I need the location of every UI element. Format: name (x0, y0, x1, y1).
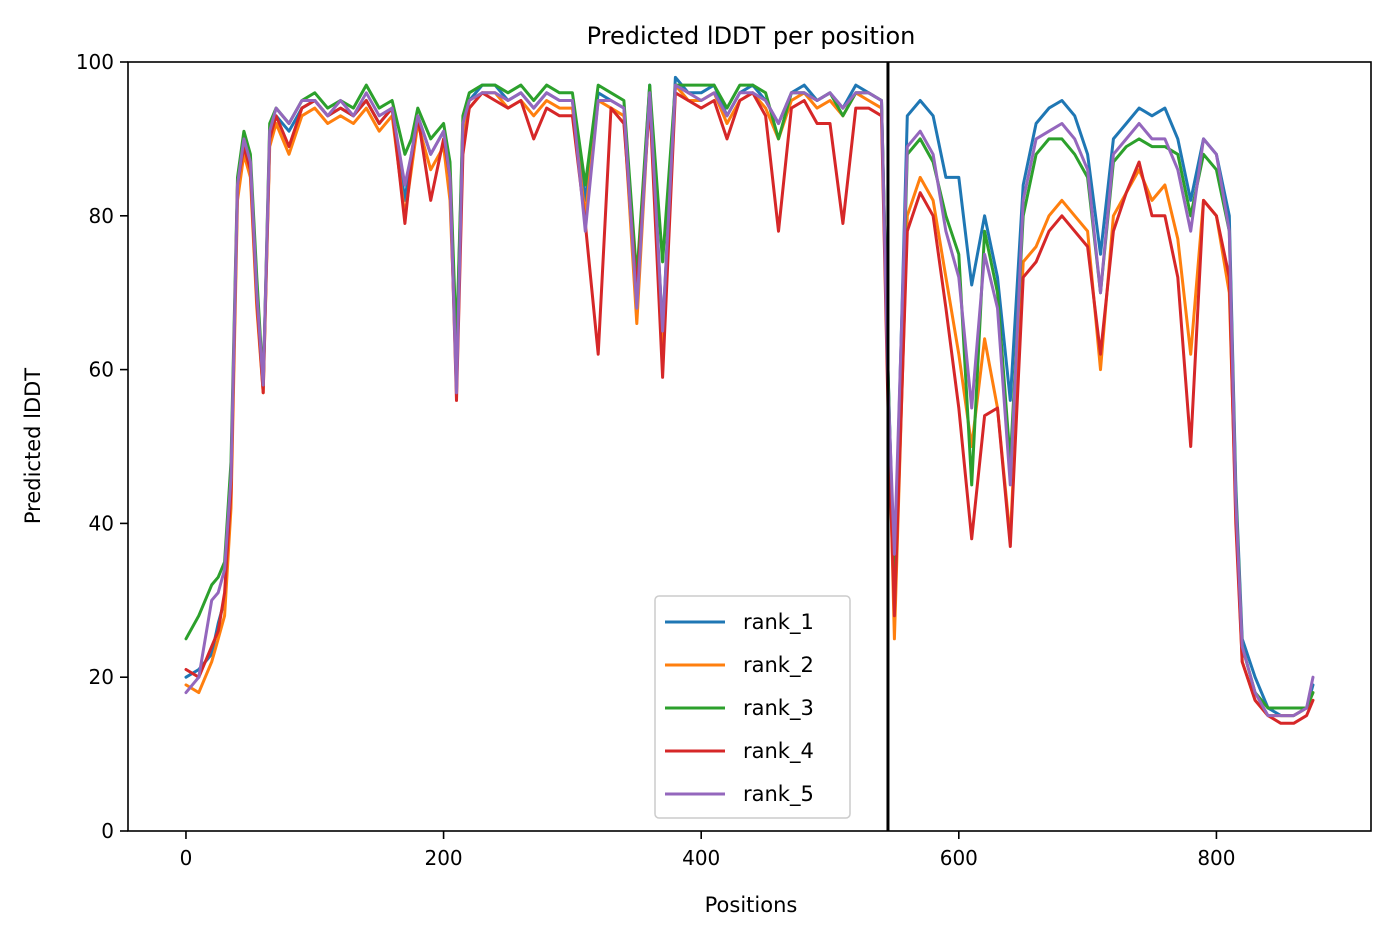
series-line-rank-4 (184, 91, 1315, 725)
y-tick-label: 40 (89, 511, 114, 535)
legend-label-rank-3: rank_3 (743, 696, 814, 721)
y-tick-label: 0 (101, 819, 114, 843)
x-tick-label: 200 (424, 846, 462, 870)
series-layer (184, 75, 1315, 725)
x-axis-title: Positions (705, 893, 798, 917)
legend-label-rank-5: rank_5 (743, 782, 814, 807)
y-tick-label: 60 (89, 358, 114, 382)
x-axis-ticks: 0 200 400 600 800 (180, 831, 1236, 870)
legend-label-rank-4: rank_4 (743, 739, 814, 764)
y-axis-title: Predicted lDDT (21, 368, 45, 524)
x-tick-label: 800 (1197, 846, 1235, 870)
chart-title: Predicted lDDT per position (587, 22, 916, 50)
y-tick-label: 100 (76, 50, 114, 74)
x-tick-label: 600 (940, 846, 978, 870)
series-line-rank-3 (184, 83, 1315, 710)
y-axis-ticks: 0 20 40 60 80 100 (76, 50, 128, 843)
series-line-rank-5 (184, 83, 1315, 718)
y-tick-label: 20 (89, 665, 114, 689)
y-tick-label: 80 (89, 204, 114, 228)
legend: rank_1 rank_2 rank_3 rank_4 rank_5 (654, 595, 851, 819)
x-tick-label: 0 (180, 846, 193, 870)
plot-area-frame (127, 61, 1372, 832)
legend-label-rank-1: rank_1 (743, 610, 814, 635)
x-tick-label: 400 (682, 846, 720, 870)
legend-label-rank-2: rank_2 (743, 653, 814, 678)
legend-box (654, 595, 851, 819)
